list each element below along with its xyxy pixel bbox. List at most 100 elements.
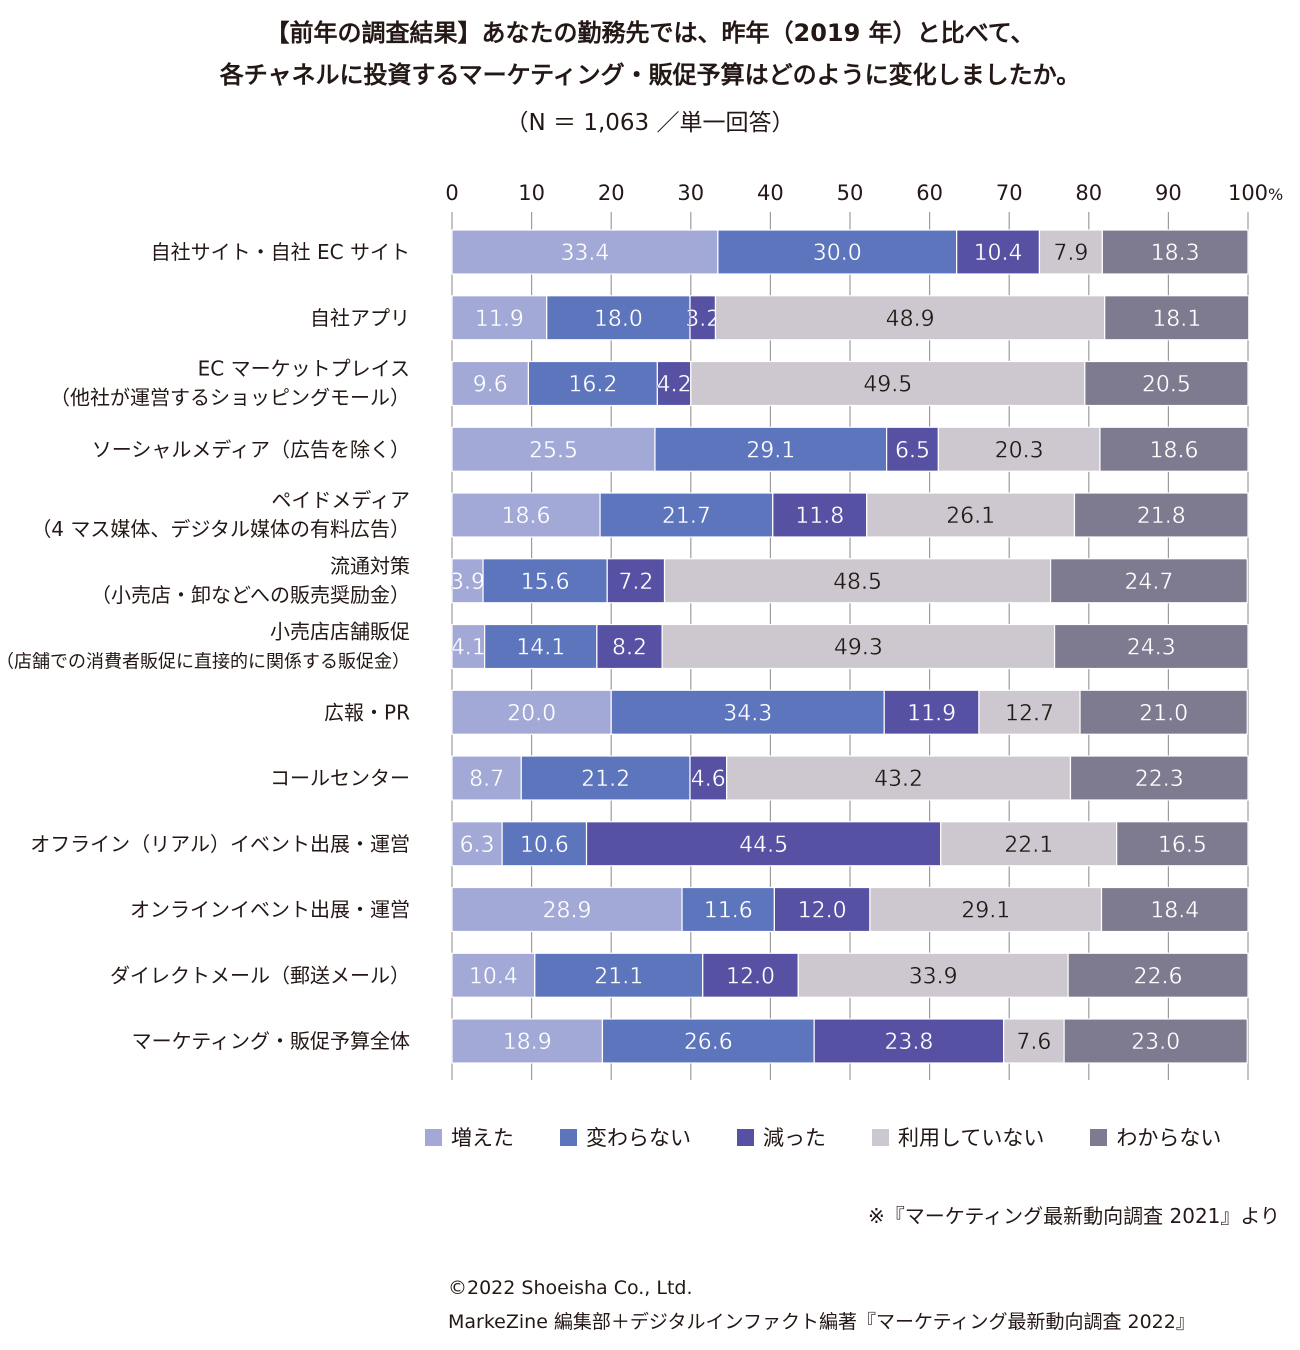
data-label: 34.3 — [723, 701, 772, 726]
category-label: 小売店店舗販促 （店舗での消費者販促に直接的に関係する販促金） — [0, 620, 410, 673]
bar-segment — [451, 229, 719, 275]
x-tick-label: 90 — [1155, 181, 1182, 205]
bar-segment — [940, 821, 1118, 867]
bar-segment — [484, 623, 598, 670]
x-tick-label: 0 — [445, 181, 458, 205]
category-label: 自社アプリ — [310, 306, 410, 330]
data-label: 14.1 — [516, 636, 565, 661]
bar-segment — [773, 886, 871, 933]
data-label: 48.5 — [833, 570, 882, 595]
data-label: 6.3 — [460, 833, 495, 858]
bar-segment — [1101, 229, 1249, 275]
category-label: オンラインイベント出展・運営 — [130, 898, 410, 922]
data-label: 3.2 — [685, 307, 720, 332]
bar-segment — [1079, 689, 1248, 735]
category-label: オフライン（リアル）イベント出展・運営 — [30, 832, 410, 856]
data-label: 28.9 — [543, 899, 592, 924]
data-label: 8.7 — [469, 767, 504, 792]
x-tick-label: 80 — [1075, 181, 1102, 205]
category-label: マーケティング・販促予算全体 — [132, 1029, 410, 1053]
bar-segment — [1104, 295, 1250, 341]
chart-title-line2: 各チャネルに投資するマーケティング・販促予算はどのように変化しましたか。 — [219, 61, 1081, 89]
bar-segment — [451, 360, 530, 407]
x-tick-label: 100 — [1228, 181, 1268, 205]
category-label: 流通対策 （小売店・卸などへの販売奨励金） — [91, 554, 410, 607]
data-label: 26.6 — [684, 1030, 733, 1055]
legend-item: 減った — [737, 1122, 826, 1152]
data-label: 7.6 — [1016, 1030, 1051, 1055]
data-label: 16.5 — [1158, 833, 1207, 858]
legend-label: 変わらない — [586, 1126, 691, 1150]
category-label-line: 流通対策 — [330, 554, 410, 578]
data-label: 11.9 — [475, 307, 524, 332]
bar-segment — [610, 689, 885, 735]
legend-item: わからない — [1090, 1122, 1221, 1152]
data-label: 26.1 — [946, 504, 995, 529]
data-label: 21.1 — [594, 964, 643, 989]
category-label: 自社サイト・自社 EC サイト — [151, 240, 410, 264]
data-label: 29.1 — [961, 899, 1010, 924]
category-label-line: （小売店・卸などへの販売奨励金） — [91, 583, 410, 607]
category-label-line: （店舗での消費者販促に直接的に関係する販促金） — [0, 652, 410, 673]
data-label: 33.4 — [560, 241, 609, 266]
source-note: ※『マーケティング最新動向調査 2021』より — [867, 1204, 1280, 1228]
bar-segment — [606, 558, 666, 604]
chart-subtitle: （N ＝ 1,063 ／単一回答） — [505, 110, 795, 136]
legend-swatch — [425, 1128, 442, 1146]
legend-swatch — [737, 1128, 754, 1146]
data-label: 48.9 — [886, 307, 935, 332]
data-label: 24.7 — [1124, 570, 1173, 595]
data-label: 33.9 — [909, 964, 958, 989]
bar-segment — [451, 1018, 604, 1064]
bar-segment — [585, 821, 942, 867]
data-label: 21.7 — [662, 504, 711, 529]
data-label: 8.2 — [612, 636, 647, 661]
category-label: EC マーケットプレイス （他社が運営するショッピングモール） — [50, 357, 410, 410]
category-label-line: （他社が運営するショッピングモール） — [50, 386, 410, 410]
legend-label: 減った — [763, 1126, 826, 1150]
category-label-line: EC マーケットプレイス — [198, 357, 410, 381]
legend-swatch — [1090, 1128, 1108, 1146]
bar-segment — [451, 755, 522, 801]
x-tick-label: 40 — [757, 181, 784, 205]
category-label: ダイレクトメール（郵送メール） — [110, 963, 410, 987]
x-tick-label: 30 — [677, 181, 704, 205]
data-label: 12.7 — [1005, 701, 1054, 726]
bar-segment — [689, 755, 728, 801]
bar-segment — [772, 492, 868, 538]
bar-segment — [451, 295, 548, 341]
x-tick-label: 70 — [996, 181, 1023, 205]
data-label: 44.5 — [739, 833, 788, 858]
legend-swatch — [560, 1128, 577, 1146]
bar-segment — [1049, 558, 1248, 604]
bar-segment — [702, 952, 799, 998]
bar-segment — [1099, 426, 1249, 472]
copyright-line1: ©2022 Shoeisha Co., Ltd. — [448, 1277, 693, 1299]
bar-segment — [1100, 886, 1249, 933]
bar-segment — [689, 295, 717, 341]
legend-item: 利用していない — [872, 1122, 1044, 1152]
data-label: 18.9 — [503, 1030, 552, 1055]
bar-segment — [451, 886, 683, 933]
bar-segment — [451, 623, 486, 670]
data-label: 23.0 — [1131, 1030, 1180, 1055]
x-tick-label: 50 — [837, 181, 864, 205]
data-label: 11.8 — [795, 504, 844, 529]
bar-segment — [1069, 755, 1249, 801]
bar-segment — [661, 623, 1056, 670]
legend-label: 増えた — [451, 1126, 514, 1150]
data-label: 20.3 — [995, 438, 1044, 463]
bar-segment — [978, 689, 1081, 735]
data-label: 21.8 — [1137, 504, 1186, 529]
data-label: 49.5 — [863, 373, 912, 398]
bar-segment — [1067, 952, 1249, 998]
bar-segment — [813, 1018, 1005, 1064]
data-label: 22.1 — [1004, 833, 1053, 858]
data-label: 16.2 — [568, 373, 617, 398]
bar-segment — [451, 492, 601, 538]
data-label: 4.6 — [691, 767, 726, 792]
data-label: 11.9 — [907, 701, 956, 726]
data-label: 25.5 — [529, 438, 578, 463]
category-label-line: ペイドメディア — [271, 488, 410, 512]
data-label: 10.4 — [974, 241, 1023, 266]
